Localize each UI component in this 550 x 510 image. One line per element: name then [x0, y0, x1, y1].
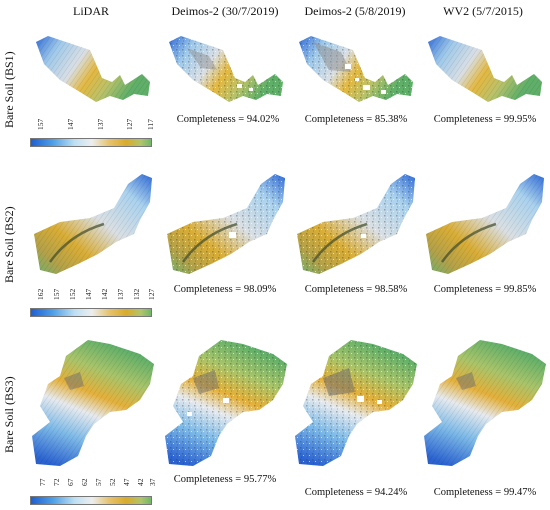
colorbar-tick-162: 162	[36, 288, 45, 300]
completeness-bs1-wv2-5-7-2015: Completeness = 99.95%	[433, 114, 537, 125]
completeness-bs2-deimos2-30-7-2019: Completeness = 98.09%	[173, 284, 277, 295]
colorbar-tick-157: 157	[52, 288, 61, 300]
completeness-bs3-wv2-5-7-2015: Completeness = 99.47%	[433, 487, 537, 498]
colorbar-tick-147: 147	[84, 288, 93, 300]
colorbar-tick-142: 142	[100, 288, 109, 300]
row-label-bs3: Bare Soil (BS3)	[2, 376, 16, 454]
map-bs1-lidar	[30, 30, 155, 105]
colorbar-tick-52: 52	[108, 478, 117, 487]
colorbar-tick-47: 47	[122, 478, 131, 487]
colorbar-bs2: 162 157 152 147 142 137 132 127	[30, 280, 156, 320]
row-label-bs2: Bare Soil (BS2)	[2, 206, 16, 284]
column-header-deimos2-30-7-2019: Deimos-2 (30/7/2019)	[171, 4, 279, 18]
map-bs3-lidar	[30, 338, 155, 468]
colorbar-tick-157: 157	[36, 118, 45, 130]
row-label-bs1: Bare Soil (BS1)	[2, 51, 16, 129]
completeness-bs2-deimos2-5-8-2019: Completeness = 98.58%	[304, 284, 408, 295]
map-bs1-deimos2-5-8-2019	[293, 30, 418, 105]
map-bs2-lidar	[30, 172, 155, 277]
completeness-bs3-deimos2-5-8-2019: Completeness = 94.24%	[304, 487, 408, 498]
colorbar-tick-137: 137	[116, 288, 125, 300]
colorbar-tick-67: 67	[66, 478, 75, 487]
map-bs2-deimos2-30-7-2019	[163, 172, 288, 277]
map-bs3-deimos2-5-8-2019	[293, 338, 418, 468]
colorbar-tick-137: 137	[96, 118, 105, 130]
completeness-bs1-deimos2-5-8-2019: Completeness = 85.38%	[304, 114, 408, 125]
completeness-bs1-deimos2-30-7-2019: Completeness = 94.02%	[176, 114, 280, 125]
map-bs3-deimos2-30-7-2019	[163, 338, 288, 468]
map-bs3-wv2-5-7-2015	[422, 338, 547, 468]
colorbar-ramp	[30, 496, 152, 505]
colorbar-tick-147: 147	[66, 118, 75, 130]
colorbar-tick-127: 127	[147, 288, 156, 300]
colorbar-bs3: 77 72 67 62 57 52 47 42 37	[30, 466, 157, 508]
column-header-lidar: LiDAR	[73, 4, 109, 18]
colorbar-tick-62: 62	[80, 478, 89, 487]
colorbar-tick-132: 132	[132, 288, 141, 300]
colorbar-tick-42: 42	[136, 478, 145, 487]
map-bs1-wv2-5-7-2015	[422, 30, 547, 105]
colorbar-tick-77: 77	[38, 478, 47, 487]
colorbar-tick-117: 117	[146, 119, 155, 130]
map-bs1-deimos2-30-7-2019	[163, 30, 288, 105]
map-bs2-wv2-5-7-2015	[422, 172, 547, 277]
map-bs2-deimos2-5-8-2019	[293, 172, 418, 277]
colorbar-tick-127: 127	[125, 118, 134, 130]
completeness-bs3-deimos2-30-7-2019: Completeness = 95.77%	[173, 474, 277, 485]
column-header-wv2-5-7-2015: WV2 (5/7/2015)	[443, 4, 523, 18]
colorbar-tick-72: 72	[52, 478, 61, 487]
colorbar-ramp	[30, 308, 152, 317]
colorbar-tick-152: 152	[68, 288, 77, 300]
colorbar-bs1: 157 147 137 127 117	[30, 110, 155, 150]
completeness-bs2-wv2-5-7-2015: Completeness = 99.85%	[433, 284, 537, 295]
colorbar-tick-37: 37	[148, 478, 157, 487]
colorbar-tick-57: 57	[94, 478, 103, 487]
colorbar-ramp	[30, 138, 152, 147]
column-header-deimos2-5-8-2019: Deimos-2 (5/8/2019)	[304, 4, 406, 18]
